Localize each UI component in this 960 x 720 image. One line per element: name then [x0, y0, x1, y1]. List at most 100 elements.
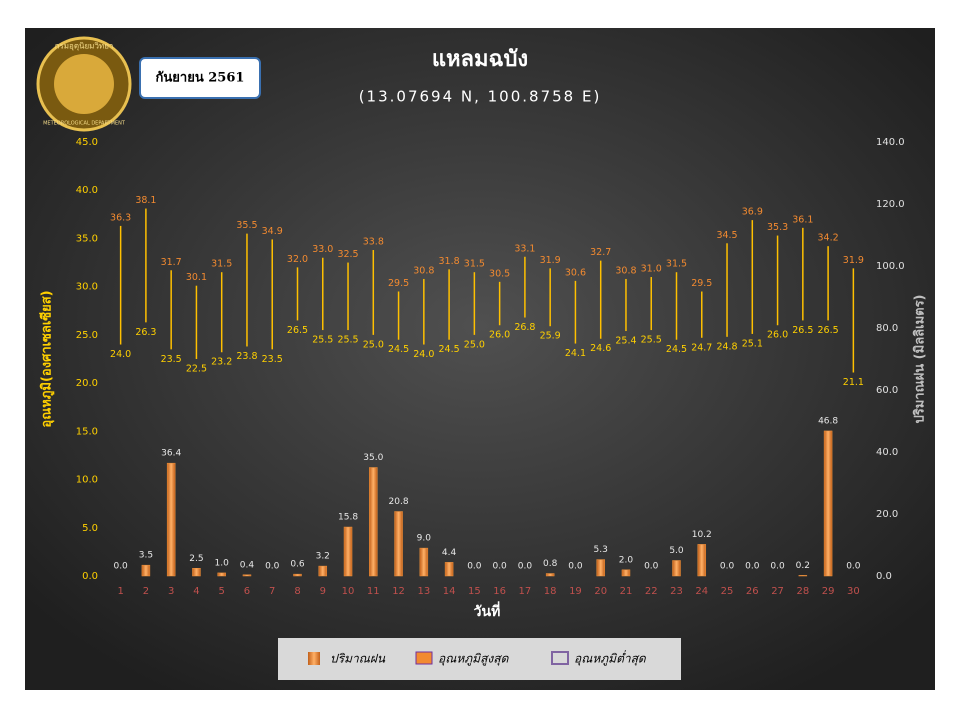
rain-bar [141, 564, 151, 577]
x-tick-label: 26 [746, 586, 759, 597]
x-tick-label: 12 [392, 586, 405, 597]
max-label: 33.1 [514, 243, 535, 254]
min-label: 24.0 [110, 349, 131, 360]
min-label: 22.5 [186, 364, 207, 375]
min-label: 23.2 [211, 357, 232, 368]
rain-bar [444, 562, 454, 577]
x-tick-label: 18 [544, 586, 557, 597]
min-label: 23.8 [236, 351, 257, 362]
max-label: 30.1 [186, 272, 207, 283]
chart-background [25, 28, 935, 690]
y-tick-label: 45.0 [76, 137, 98, 148]
rain-label: 0.8 [543, 559, 558, 569]
y2-tick-label: 120.0 [876, 199, 905, 210]
rain-bar [293, 573, 302, 577]
x-tick-label: 14 [443, 586, 456, 597]
legend-swatch [415, 651, 433, 665]
rain-label: 2.5 [189, 554, 203, 564]
rain-label: 0.0 [113, 562, 128, 572]
x-tick-label: 8 [294, 586, 300, 597]
min-label: 24.7 [691, 342, 712, 353]
rain-label: 46.8 [818, 416, 838, 426]
min-label: 25.9 [540, 331, 561, 342]
y2-tick-label: 140.0 [876, 137, 905, 148]
max-label: 34.9 [262, 226, 283, 237]
max-label: 34.2 [818, 233, 839, 244]
x-tick-label: 29 [822, 586, 835, 597]
rain-bar [166, 462, 176, 577]
legend [278, 638, 681, 680]
rain-bar [596, 559, 605, 577]
max-label: 36.3 [110, 212, 131, 223]
x-tick-label: 24 [695, 586, 708, 597]
min-label: 26.5 [792, 325, 813, 336]
max-label: 30.5 [489, 268, 510, 279]
min-label: 21.1 [843, 377, 864, 388]
rain-label: 3.2 [316, 552, 330, 562]
rain-bar [217, 572, 226, 577]
max-label: 35.5 [236, 220, 257, 231]
rain-bar [419, 547, 429, 577]
rain-bar [394, 511, 403, 577]
max-label: 38.1 [135, 195, 156, 206]
max-label: 33.8 [363, 237, 384, 248]
min-label: 26.0 [767, 330, 788, 341]
period: กันยายน 2561 [156, 71, 245, 86]
min-label: 26.5 [818, 325, 839, 336]
rain-label: 0.0 [770, 562, 785, 572]
y-tick-label: 5.0 [82, 523, 98, 534]
x-tick-label: 16 [493, 586, 506, 597]
x-tick-label: 3 [168, 586, 174, 597]
rain-label: 36.4 [161, 449, 181, 459]
max-label: 31.5 [464, 259, 485, 270]
x-tick-label: 20 [594, 586, 607, 597]
rain-label: 0.0 [568, 562, 583, 572]
rain-label: 0.0 [518, 562, 533, 572]
x-tick-label: 15 [468, 586, 481, 597]
x-tick-label: 6 [244, 586, 250, 597]
min-label: 24.8 [716, 341, 737, 352]
rain-label: 0.6 [290, 560, 305, 570]
max-label: 32.0 [287, 254, 308, 265]
legend-label: ปริมาณฝน [330, 652, 386, 666]
max-label: 32.5 [337, 249, 358, 260]
rain-bar [672, 560, 681, 577]
max-label: 31.9 [540, 255, 561, 266]
rain-bar [343, 526, 353, 577]
max-label: 31.5 [211, 259, 232, 270]
y-tick-label: 30.0 [76, 282, 98, 293]
rain-bar [545, 573, 555, 577]
rain-bar [798, 575, 808, 577]
min-label: 25.4 [615, 336, 636, 347]
max-label: 35.3 [767, 222, 788, 233]
rain-label: 20.8 [389, 497, 409, 507]
rain-bar [242, 574, 252, 577]
rain-label: 10.2 [692, 530, 712, 540]
rain-bar [318, 565, 328, 577]
x-tick-label: 25 [721, 586, 734, 597]
max-label: 29.5 [691, 278, 712, 289]
x-tick-label: 22 [645, 586, 658, 597]
rain-label: 0.0 [644, 562, 659, 572]
max-label: 36.1 [792, 214, 813, 225]
rain-label: 0.4 [240, 560, 255, 570]
period-box [139, 57, 261, 99]
min-label: 26.8 [514, 322, 535, 333]
y-tick-label: 20.0 [76, 378, 98, 389]
rain-label: 9.0 [417, 534, 432, 544]
min-label: 24.1 [565, 348, 586, 359]
y-tick-label: 0.0 [82, 571, 98, 582]
x-tick-label: 11 [367, 586, 380, 597]
legend-label: อุณหภูมิสูงสุด [438, 652, 510, 667]
rain-label: 0.0 [720, 562, 735, 572]
x-tick-label: 30 [847, 586, 860, 597]
min-label: 26.5 [287, 325, 308, 336]
y-tick-label: 35.0 [76, 233, 98, 244]
rain-label: 0.0 [467, 562, 482, 572]
y2-tick-label: 80.0 [876, 323, 898, 334]
x-tick-label: 28 [796, 586, 809, 597]
rain-label: 4.4 [442, 548, 457, 558]
max-label: 30.8 [413, 265, 434, 276]
rain-label: 15.8 [338, 513, 358, 523]
